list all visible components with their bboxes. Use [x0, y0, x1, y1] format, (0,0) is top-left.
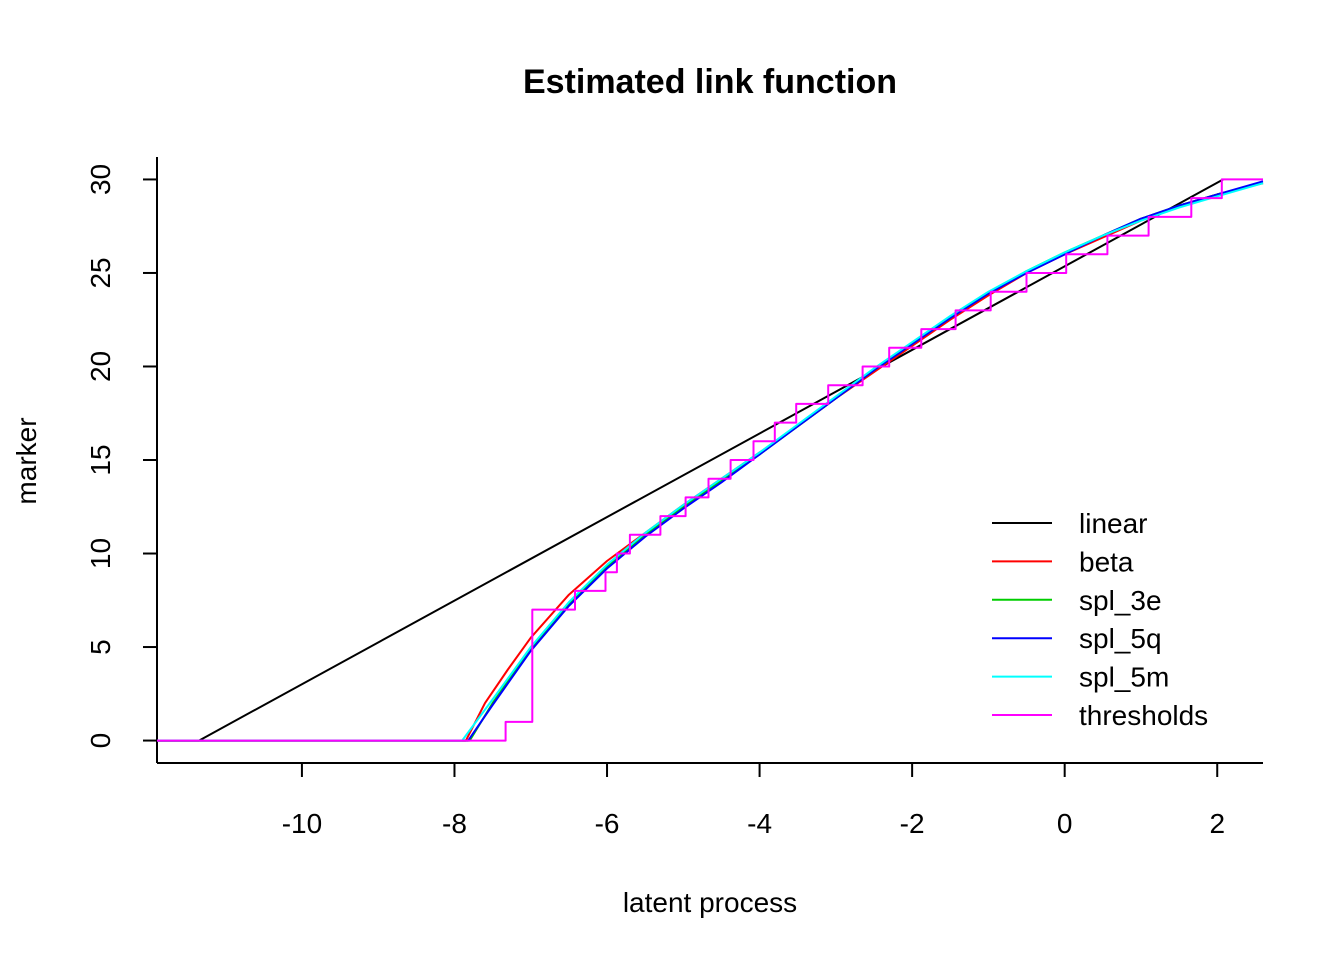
chart-title: Estimated link function — [523, 63, 897, 101]
x-tick-label: 2 — [1209, 808, 1225, 839]
x-tick-label: -4 — [747, 808, 772, 839]
legend: linear beta spl_3e spl_5q spl_5m thresholds — [992, 508, 1208, 731]
legend-label: spl_5m — [1079, 662, 1169, 693]
series-line-spl-3e — [157, 182, 1264, 742]
series-layer — [157, 178, 1264, 742]
y-tick-label: 5 — [85, 639, 116, 655]
series-line-beta — [157, 182, 1264, 742]
y-tick-label: 10 — [85, 538, 116, 569]
y-tick-label: 0 — [85, 733, 116, 749]
x-tick-label: -2 — [900, 808, 925, 839]
y-tick-label: 25 — [85, 257, 116, 288]
x-axis: -10 -8 -6 -4 -2 0 2 — [157, 762, 1263, 839]
legend-label: spl_5q — [1079, 623, 1162, 654]
legend-label: beta — [1079, 546, 1134, 577]
y-tick-label: 20 — [85, 351, 116, 382]
x-tick-label: -10 — [282, 808, 322, 839]
x-tick-label: -6 — [595, 808, 620, 839]
series-line-spl-5m — [157, 182, 1264, 742]
x-tick-label: 0 — [1057, 808, 1073, 839]
y-axis-label: marker — [11, 417, 42, 504]
y-tick-label: 30 — [85, 164, 116, 195]
legend-label: spl_3e — [1079, 585, 1162, 616]
series-line-linear — [157, 178, 1224, 742]
y-ticks: 0 5 10 15 20 25 30 — [85, 164, 157, 748]
x-ticks: -10 -8 -6 -4 -2 0 2 — [282, 763, 1225, 839]
y-tick-label: 15 — [85, 444, 116, 475]
y-axis: 0 5 10 15 20 25 30 — [85, 157, 158, 763]
legend-label: thresholds — [1079, 700, 1208, 731]
series-line-thresholds — [157, 178, 1263, 742]
x-tick-label: -8 — [442, 808, 467, 839]
legend-label: linear — [1079, 508, 1147, 539]
x-axis-label: latent process — [623, 887, 797, 918]
